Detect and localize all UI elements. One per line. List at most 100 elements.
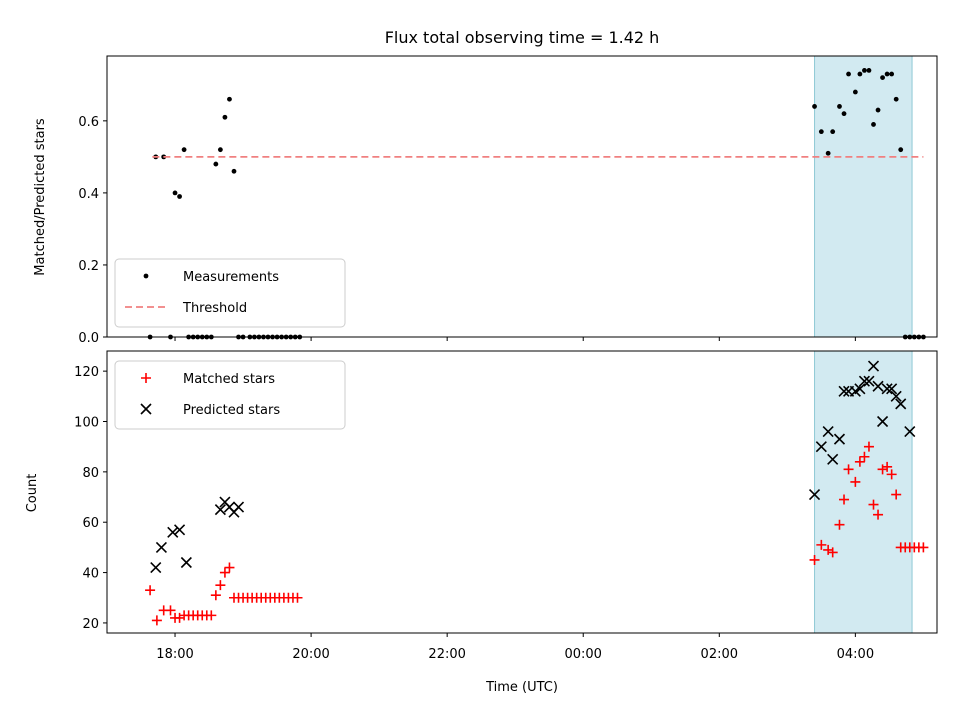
measurements-point bbox=[875, 107, 881, 113]
measurements-point bbox=[818, 129, 824, 135]
legend-matched-stars-swatch bbox=[141, 373, 151, 383]
matched-stars-point bbox=[145, 585, 156, 596]
legend-label: Matched stars bbox=[183, 372, 275, 387]
measurements-point bbox=[857, 71, 863, 77]
measurements-point bbox=[880, 75, 885, 81]
measurements-point bbox=[217, 147, 223, 153]
bottom-panel: 20 40 60 80 100 120 18:00 20:00 22:00 00:00 02:00 0… bbox=[74, 350, 938, 662]
measurements-point bbox=[889, 71, 895, 77]
measurements-point bbox=[852, 89, 858, 95]
matched-stars-point bbox=[882, 461, 893, 472]
predicted-stars-point bbox=[895, 398, 907, 410]
top-panel: 0.0 0.2 0.4 0.6 Measurements Threshold bbox=[78, 55, 938, 346]
predicted-stars-point bbox=[214, 504, 226, 516]
legend-label: Threshold bbox=[182, 301, 247, 316]
predicted-stars-point bbox=[174, 524, 186, 536]
matched-stars-point bbox=[206, 610, 217, 621]
measurements-point bbox=[231, 168, 237, 174]
top-y-tick-label: 0.2 bbox=[78, 259, 99, 274]
legend-measurements-swatch bbox=[143, 273, 149, 279]
predicted-stars-point bbox=[815, 441, 827, 453]
measurements-point bbox=[825, 150, 831, 156]
matched-stars-point bbox=[839, 494, 850, 505]
matched-stars-point bbox=[151, 615, 162, 626]
bottom-legend: Matched stars Predicted stars bbox=[114, 360, 346, 430]
matched-stars-point bbox=[873, 509, 884, 520]
top-y-tick-label: 0.6 bbox=[78, 115, 99, 130]
predicted-stars-point bbox=[180, 556, 192, 569]
legend-predicted-stars-swatch bbox=[140, 403, 152, 415]
predicted-stars-point bbox=[877, 415, 889, 428]
measurements-point bbox=[862, 68, 867, 73]
matched-stars-point bbox=[863, 441, 874, 452]
measurements-point bbox=[213, 161, 219, 167]
top-y-axis-label: Matched/Predicted stars bbox=[33, 118, 48, 276]
predicted-stars-point bbox=[150, 561, 162, 574]
predicted-stars-point bbox=[904, 426, 916, 438]
predicted-stars-point bbox=[155, 541, 167, 553]
predicted-stars-point bbox=[833, 433, 846, 445]
matched-stars-point bbox=[877, 464, 888, 475]
measurements-point bbox=[181, 147, 187, 153]
predicted-stars-point bbox=[808, 488, 821, 501]
measurements-point bbox=[172, 190, 178, 196]
measurements-point bbox=[841, 111, 847, 117]
measurements-point bbox=[846, 71, 851, 77]
bottom-y-tick-label: 40 bbox=[82, 567, 99, 582]
predicted-stars-point bbox=[872, 380, 884, 392]
x-tick-label: 00:00 bbox=[564, 647, 601, 662]
x-axis-label: Time (UTC) bbox=[485, 680, 558, 695]
matched-stars-point bbox=[891, 489, 902, 500]
x-tick-label: 18:00 bbox=[156, 647, 193, 662]
bottom-y-tick-label: 60 bbox=[82, 516, 99, 531]
x-tick-label: 20:00 bbox=[292, 647, 329, 662]
legend-label: Predicted stars bbox=[183, 403, 280, 418]
top-legend-box bbox=[114, 258, 346, 328]
predicted-stars-point bbox=[863, 375, 875, 387]
measurements-point bbox=[884, 71, 890, 77]
matched-stars-point bbox=[834, 519, 845, 530]
matched-stars-point bbox=[886, 469, 897, 480]
matched-stars-point bbox=[868, 499, 879, 510]
predicted-stars-point bbox=[822, 426, 834, 438]
top-axes-frame bbox=[106, 55, 938, 338]
bottom-y-tick-label: 80 bbox=[82, 466, 99, 481]
top-y-tick-label: 0.0 bbox=[78, 331, 99, 346]
measurements-point bbox=[893, 96, 899, 102]
measurements-point bbox=[812, 104, 817, 109]
measurements-point bbox=[837, 104, 842, 109]
x-tick-label: 04:00 bbox=[837, 647, 874, 662]
bottom-y-axis-label: Count bbox=[25, 474, 40, 513]
matched-stars-point bbox=[816, 539, 827, 550]
predicted-stars-point bbox=[854, 383, 866, 395]
measurements-point bbox=[222, 114, 228, 120]
predicted-stars-point bbox=[827, 453, 839, 465]
top-chart-title: Flux total observing time = 1.42 h bbox=[385, 28, 660, 47]
x-tick-label: 22:00 bbox=[428, 647, 465, 662]
legend-label: Measurements bbox=[183, 270, 279, 285]
predicted-stars-point bbox=[881, 383, 893, 395]
matched-stars-point bbox=[174, 612, 185, 623]
bottom-y-tick-label: 20 bbox=[82, 617, 99, 632]
matched-stars-point bbox=[210, 590, 221, 601]
top-y-tick-label: 0.4 bbox=[78, 187, 99, 202]
bottom-axes-frame bbox=[106, 350, 938, 634]
predicted-stars-point bbox=[838, 385, 850, 397]
measurements-point bbox=[227, 96, 232, 102]
matched-stars-point bbox=[859, 451, 870, 462]
measurements-point bbox=[866, 68, 872, 73]
matched-stars-point bbox=[224, 562, 235, 573]
matched-stars-point bbox=[219, 567, 230, 578]
matched-stars-point bbox=[823, 544, 834, 555]
measurements-point bbox=[177, 194, 182, 199]
matched-stars-point bbox=[850, 476, 861, 487]
bottom-y-tick-label: 120 bbox=[74, 365, 99, 380]
predicted-stars-point bbox=[167, 526, 179, 538]
matched-stars-point bbox=[918, 542, 929, 553]
measurements-point bbox=[830, 129, 836, 135]
measurements-point bbox=[871, 122, 876, 127]
top-shaded-region bbox=[814, 55, 913, 338]
predicted-stars-point bbox=[867, 360, 880, 372]
